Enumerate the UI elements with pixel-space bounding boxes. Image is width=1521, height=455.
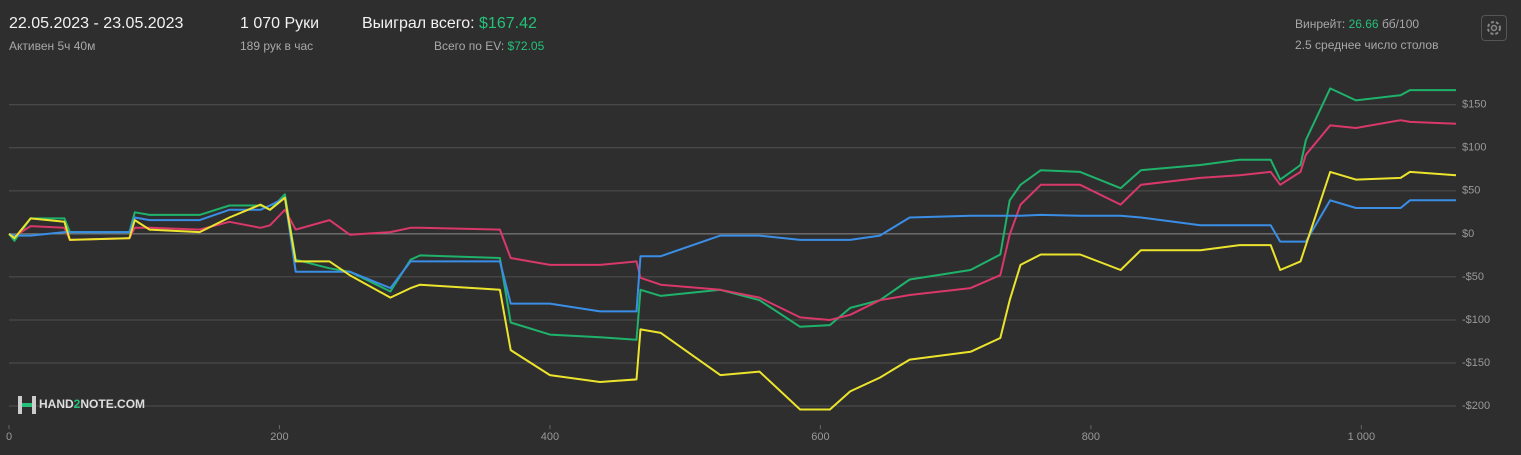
ev-label: Всего по EV: — [434, 39, 505, 53]
logo-text-b: 2 — [73, 397, 81, 412]
y-tick-label: $100 — [1462, 142, 1486, 154]
active-time: Активен 5ч 40м — [9, 39, 96, 53]
winrate-label: Винрейт: — [1295, 17, 1346, 31]
won: Выиграл всего: $167.42 — [362, 15, 537, 33]
series-line — [8, 87, 1456, 341]
x-tick-label: 200 — [270, 431, 288, 443]
x-tick-label: 1 000 — [1348, 431, 1376, 443]
tables: 2.5 среднее число столов — [1295, 38, 1439, 52]
logo: HAND2NOTE.COM — [18, 396, 145, 414]
y-tick-label: -$100 — [1462, 314, 1490, 326]
x-tick-label: 800 — [1082, 431, 1100, 443]
x-tick-label: 400 — [541, 431, 559, 443]
y-tick-label: -$150 — [1462, 357, 1490, 369]
winrate: Винрейт: 26.66 бб/100 — [1295, 17, 1419, 31]
dates: 22.05.2023 - 23.05.2023 — [9, 15, 184, 32]
hands: 1 070 Руки — [240, 15, 320, 32]
logo-text-a: HAND — [39, 397, 74, 412]
series-line — [8, 170, 1457, 411]
winrate-unit: бб/100 — [1381, 17, 1420, 31]
won-value: $167.42 — [479, 15, 537, 32]
y-tick-label: -$50 — [1462, 271, 1484, 283]
logo-icon — [18, 396, 36, 414]
x-tick-label: 0 — [6, 431, 12, 443]
y-tick-label: $50 — [1462, 185, 1480, 197]
gear-icon — [1487, 21, 1501, 35]
won-label: Выиграл всего: — [362, 15, 475, 32]
ev-value: $72.05 — [507, 39, 545, 53]
hands-rate: 189 рук в час — [240, 39, 314, 53]
y-tick-label: $150 — [1462, 99, 1486, 111]
y-tick-label: -$200 — [1462, 400, 1490, 412]
x-tick-label: 600 — [811, 431, 829, 443]
y-tick-label: $0 — [1462, 228, 1474, 240]
logo-text-c: NOTE.COM — [80, 397, 146, 412]
winrate-value: 26.66 — [1348, 17, 1379, 31]
series-line — [8, 196, 1456, 313]
ev: Всего по EV: $72.05 — [434, 39, 544, 53]
settings-button[interactable] — [1481, 15, 1507, 41]
